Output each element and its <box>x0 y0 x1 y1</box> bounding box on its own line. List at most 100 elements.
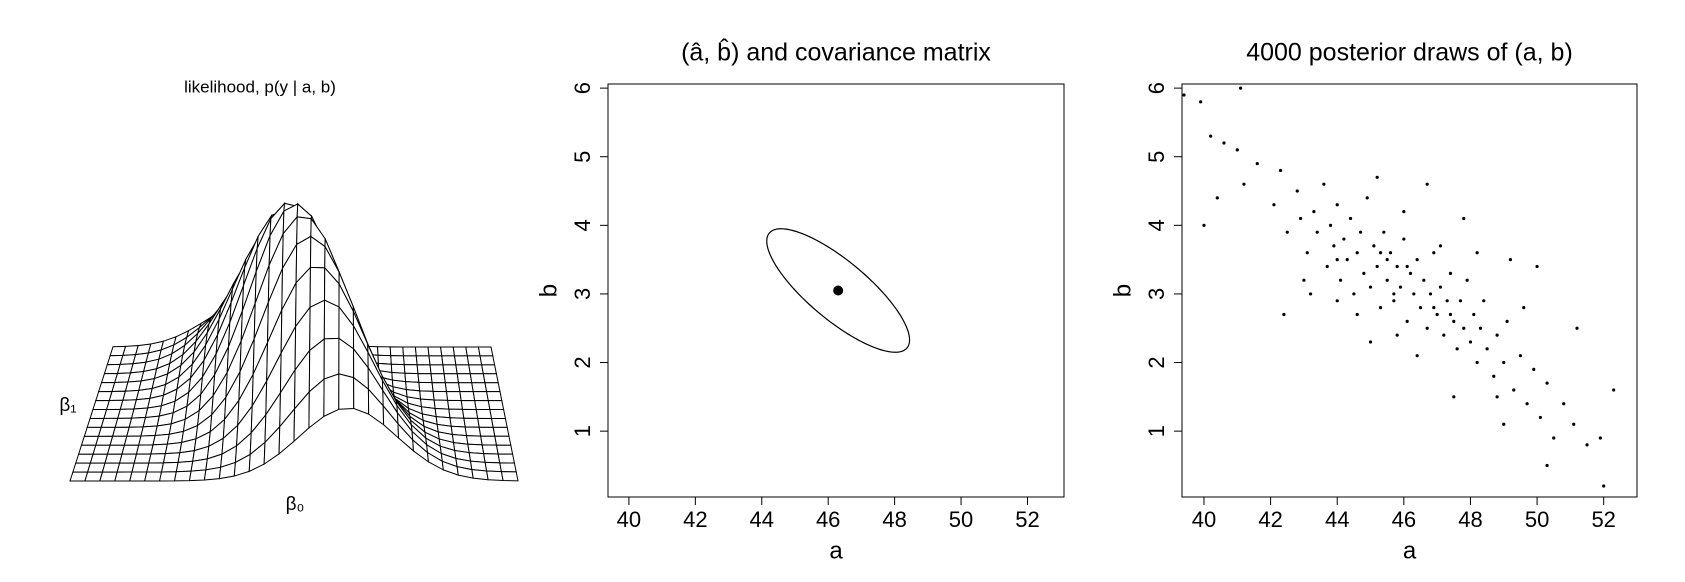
surface-cell <box>116 462 135 473</box>
surface-cell <box>452 346 468 357</box>
chart-title: (â, b̂) and covariance matrix <box>681 37 991 66</box>
plot-frame <box>607 83 1065 498</box>
surface-cell <box>477 417 494 428</box>
surface-cell <box>483 453 501 464</box>
x-tick-label: 52 <box>1015 507 1039 532</box>
draw-point <box>1438 244 1443 248</box>
surface-cell <box>377 346 392 357</box>
draw-point <box>1512 388 1516 392</box>
draw-point <box>1328 223 1333 227</box>
x-tick-label: 48 <box>882 507 906 532</box>
draw-point <box>1465 278 1469 282</box>
draw-point <box>1458 299 1463 303</box>
y-tick-label: 4 <box>1144 219 1169 231</box>
surface-cell <box>481 364 498 375</box>
x-tick-label: 48 <box>1458 507 1482 532</box>
x-axis-label: a <box>829 537 843 564</box>
draw-point <box>1235 148 1239 152</box>
draw-point <box>1398 285 1403 289</box>
surface-cell <box>133 453 152 464</box>
y-tick-label: 2 <box>1144 356 1169 368</box>
draw-point <box>1335 258 1339 262</box>
draw-point <box>1215 196 1219 200</box>
draw-point <box>1472 312 1476 317</box>
surface-cell <box>150 443 168 455</box>
draw-point <box>1412 292 1416 296</box>
surface-cell <box>146 462 165 473</box>
y-tick-label: 5 <box>1144 151 1169 163</box>
draw-point <box>1335 203 1339 207</box>
surface-cell <box>471 469 489 481</box>
x-tick-label: 44 <box>1325 507 1349 532</box>
draw-point <box>1415 258 1419 262</box>
draw-point <box>1282 312 1286 317</box>
draw-point <box>1338 278 1343 282</box>
surface-cell <box>495 444 514 455</box>
draw-point <box>1405 319 1409 323</box>
draw-point <box>1378 251 1383 255</box>
draw-point <box>1408 271 1413 275</box>
surface-cell <box>453 355 470 366</box>
x-tick-label: 46 <box>1392 507 1416 532</box>
draw-point <box>1435 312 1439 317</box>
draw-point <box>1308 292 1313 296</box>
draw-point <box>1302 278 1306 282</box>
draw-point <box>1462 216 1466 221</box>
y-tick-label: 5 <box>570 151 595 163</box>
surface-cell <box>461 408 479 419</box>
surface-cell <box>465 346 481 357</box>
surface-cell <box>474 400 491 411</box>
draw-point <box>1272 203 1276 207</box>
x-tick-label: 46 <box>816 507 840 532</box>
y-tick-label: 3 <box>570 288 595 300</box>
y-tick-label: 6 <box>570 82 595 94</box>
draw-point <box>1402 237 1406 241</box>
surface-cell <box>118 453 138 464</box>
surface-cell <box>472 391 489 402</box>
surface-cell <box>459 391 476 402</box>
draw-point <box>1495 333 1499 337</box>
surface-cell <box>432 390 449 401</box>
draw-point <box>1378 306 1383 310</box>
draw-point <box>1385 258 1389 262</box>
draw-point <box>1462 326 1466 330</box>
draw-point <box>1278 168 1283 173</box>
surface-cell <box>487 400 505 411</box>
draw-point <box>1422 278 1426 282</box>
draw-point <box>1452 395 1456 399</box>
surface-cell <box>338 373 355 410</box>
surface-cell <box>482 373 499 384</box>
draw-point <box>1345 258 1349 262</box>
x-tick-label: 50 <box>949 507 973 532</box>
x-tick-label: 40 <box>617 507 641 532</box>
surface-cell <box>444 382 461 393</box>
surface-cell <box>390 355 405 366</box>
surface-cell <box>463 417 480 428</box>
y-axis-label: b <box>535 284 562 297</box>
draw-point <box>1385 278 1389 282</box>
draw-point <box>1375 264 1379 269</box>
draw-point <box>1522 306 1526 310</box>
draw-point <box>1322 182 1326 186</box>
draw-point <box>1352 292 1356 296</box>
surface-cell <box>448 408 465 419</box>
draw-point <box>1295 189 1299 193</box>
draw-point <box>1432 306 1436 310</box>
covariance-ellipse <box>766 228 911 353</box>
draw-point <box>1475 251 1479 255</box>
draw-point <box>1222 141 1226 145</box>
surface-cell <box>500 471 519 482</box>
draw-point <box>1448 271 1453 275</box>
x-axis-label: a <box>1403 537 1417 564</box>
surface-cell <box>447 399 464 410</box>
draw-point <box>1395 264 1399 269</box>
surface-cell <box>477 346 494 357</box>
draw-point <box>1392 292 1396 296</box>
y-tick-label: 6 <box>1144 82 1169 94</box>
surface-cell <box>486 391 503 402</box>
surface-cell <box>465 435 483 446</box>
surface-cell <box>469 373 486 384</box>
draw-point <box>1365 196 1369 200</box>
draw-point <box>1202 223 1206 227</box>
